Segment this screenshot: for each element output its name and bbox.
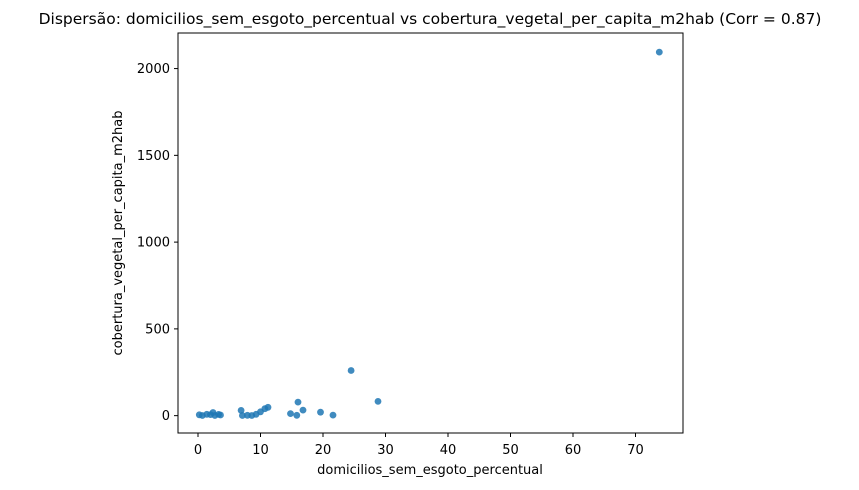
plot-area-border: [177, 32, 684, 434]
y-tick-label: 1000: [137, 236, 170, 251]
data-point: [293, 411, 301, 419]
data-point: [239, 412, 246, 419]
data-point: [374, 398, 382, 405]
data-point: [217, 411, 224, 419]
y-tick-label: 2000: [137, 62, 170, 77]
y-tick-label: 0: [162, 409, 170, 424]
y-tick-label: 500: [145, 322, 170, 337]
data-point: [329, 411, 337, 419]
data-point: [264, 403, 272, 411]
x-axis-label: domicilios_sem_esgoto_percentual: [317, 463, 543, 478]
chart-title: Dispersão: domicilios_sem_esgoto_percent…: [39, 10, 822, 29]
data-point: [347, 367, 355, 374]
data-point: [294, 398, 302, 406]
y-axis-ticks: 0 500 1000 1500 2000: [137, 62, 178, 424]
x-axis-ticks: 0 10 20 30 40 50 60 70: [194, 433, 644, 458]
y-tick-label: 1500: [137, 149, 170, 164]
data-point: [299, 406, 307, 414]
x-tick-label: 20: [315, 443, 332, 458]
x-tick-label: 40: [440, 443, 457, 458]
data-point: [655, 48, 663, 56]
data-point: [287, 410, 294, 417]
x-tick-label: 70: [627, 443, 644, 458]
x-tick-label: 0: [194, 443, 202, 458]
x-tick-label: 60: [565, 443, 582, 458]
x-tick-label: 30: [377, 443, 394, 458]
x-tick-label: 10: [252, 443, 269, 458]
data-point: [317, 408, 324, 416]
y-axis-label: cobertura_vegetal_per_capita_m2hab: [111, 111, 126, 356]
data-points-layer: [195, 48, 663, 419]
x-tick-label: 50: [502, 443, 519, 458]
data-point: [237, 407, 245, 414]
